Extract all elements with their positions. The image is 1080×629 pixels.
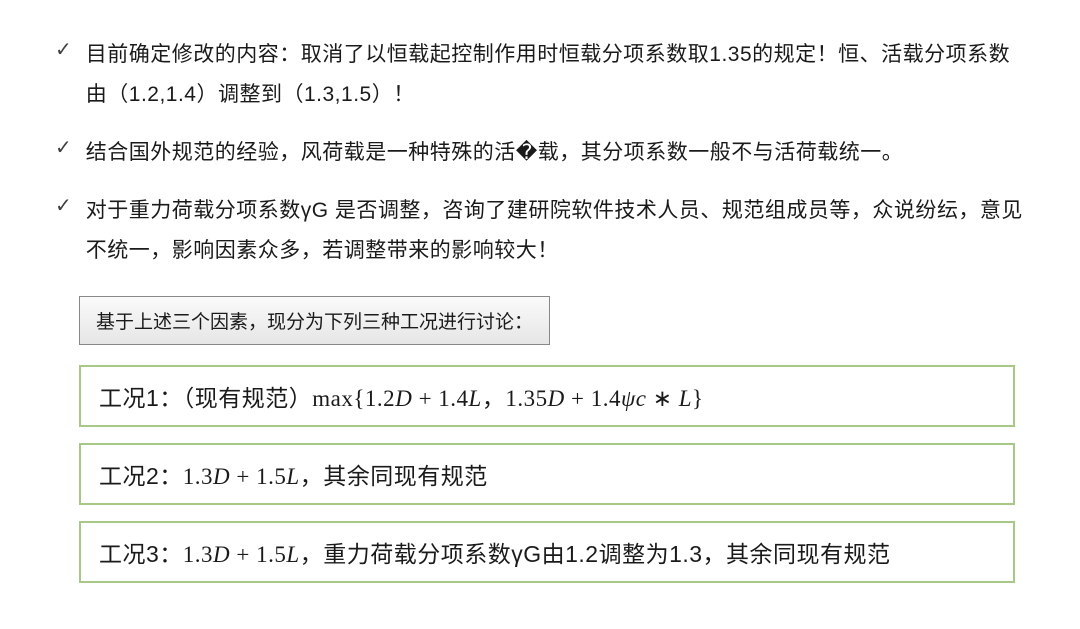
- case-prefix: 工况3：: [99, 541, 183, 567]
- bullet-text: 目前确定修改的内容：取消了以恒载起控制作用时恒载分项系数取1.35的规定！恒、活…: [86, 35, 1025, 115]
- bullet-list: ✓ 目前确定修改的内容：取消了以恒载起控制作用时恒载分项系数取1.35的规定！恒…: [55, 35, 1025, 270]
- case-prefix: 工况1：（现有规范）: [99, 385, 312, 411]
- check-icon: ✓: [55, 193, 72, 218]
- case-prefix: 工况2：: [99, 463, 183, 489]
- slide-page: ✓ 目前确定修改的内容：取消了以恒载起控制作用时恒载分项系数取1.35的规定！恒…: [0, 0, 1080, 629]
- case-box-1: 工况1：（现有规范）max{1.2D + 1.4L，1.35D + 1.4ψc …: [79, 365, 1015, 427]
- case-formula: 1.3D + 1.5L: [183, 464, 300, 489]
- bullet-item-1: ✓ 目前确定修改的内容：取消了以恒载起控制作用时恒载分项系数取1.35的规定！恒…: [55, 35, 1025, 115]
- case-formula: 1.3D + 1.5L: [183, 542, 300, 567]
- check-icon: ✓: [55, 37, 72, 62]
- bullet-item-3: ✓ 对于重力荷载分项系数γG 是否调整，咨询了建研院软件技术人员、规范组成员等，…: [55, 191, 1025, 271]
- case-box-3: 工况3：1.3D + 1.5L，重力荷载分项系数γG由1.2调整为1.3，其余同…: [79, 521, 1015, 583]
- case-suffix: ，其余同现有规范: [300, 463, 488, 489]
- bullet-item-2: ✓ 结合国外规范的经验，风荷载是一种特殊的活�载，其分项系数一般不与活荷载统一。: [55, 133, 1025, 173]
- bullet-text: 结合国外规范的经验，风荷载是一种特殊的活�载，其分项系数一般不与活荷载统一。: [86, 133, 904, 173]
- note-text: 基于上述三个因素，现分为下列三种工况进行讨论：: [96, 312, 533, 333]
- case-box-2: 工况2：1.3D + 1.5L，其余同现有规范: [79, 443, 1015, 505]
- bullet-text: 对于重力荷载分项系数γG 是否调整，咨询了建研院软件技术人员、规范组成员等，众说…: [86, 191, 1025, 271]
- case-formula: max{1.2D + 1.4L，1.35D + 1.4ψc ∗ L}: [312, 386, 703, 411]
- case-suffix: ，重力荷载分项系数γG由1.2调整为1.3，其余同现有规范: [300, 541, 891, 567]
- check-icon: ✓: [55, 135, 72, 160]
- note-box: 基于上述三个因素，现分为下列三种工况进行讨论：: [79, 296, 550, 345]
